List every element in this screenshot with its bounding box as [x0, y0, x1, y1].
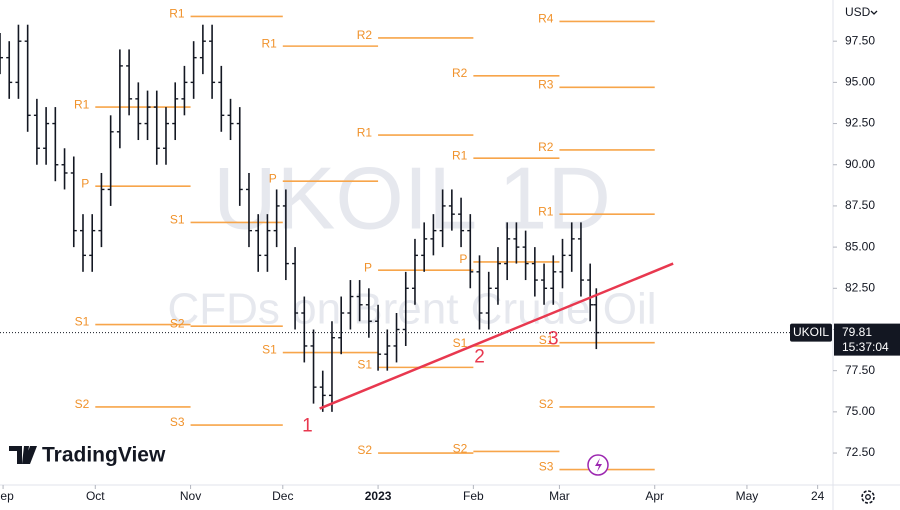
y-tick-label: 95.00 — [845, 75, 875, 89]
gear[interactable] — [861, 490, 875, 504]
pivot-label: R2 — [452, 66, 468, 80]
y-tick-label: 75.00 — [845, 404, 875, 418]
y-tick-label: 82.50 — [845, 280, 875, 294]
pivot-label: S2 — [357, 443, 372, 457]
pivot-label: P — [459, 252, 467, 266]
pivot-label: S1 — [262, 343, 277, 357]
pivot-label: P — [364, 260, 372, 274]
pivot-label: S1 — [357, 358, 372, 372]
pivot-label: S2 — [539, 397, 554, 411]
x-tick-label: Dec — [272, 489, 293, 503]
x-tick-label: Feb — [463, 489, 484, 503]
pivot-label: S2 — [170, 316, 185, 330]
x-tick-label: May — [736, 489, 759, 503]
pivot-label: S1 — [170, 213, 185, 227]
x-tick-label: Oct — [86, 489, 105, 503]
x-tick-label: Apr — [645, 489, 664, 503]
logo: TradingView — [9, 444, 166, 467]
x-tick-label: Sep — [0, 489, 14, 503]
settings[interactable] — [861, 490, 875, 504]
pivot-label: R2 — [357, 28, 373, 42]
pivot-label: R1 — [261, 36, 277, 50]
symbol-box — [790, 323, 832, 342]
pivot-label: P — [81, 176, 89, 190]
pivot-label: S3 — [170, 415, 185, 429]
countdown-label: 15:37:04 — [842, 340, 889, 354]
pivot-label: R1 — [357, 125, 373, 139]
pivot-label: R1 — [452, 148, 468, 162]
y-tick-label: 90.00 — [845, 157, 875, 171]
watermark: UKOIL 1D CFDs on Brent Crude Oil — [167, 148, 656, 333]
y-tick-label: 97.50 — [845, 33, 875, 47]
gear-center[interactable] — [865, 494, 871, 500]
watermark-title: UKOIL 1D — [213, 148, 611, 247]
pivot-label: R2 — [538, 140, 554, 154]
y-tick-label: 77.50 — [845, 363, 875, 377]
currency-chevron[interactable] — [870, 10, 878, 15]
logo-text: TradingView — [42, 444, 166, 467]
currency[interactable]: USD — [845, 5, 871, 19]
annotation: 1 — [302, 416, 313, 437]
x-tick-label: 2023 — [365, 489, 392, 503]
price-box — [834, 323, 900, 356]
pivot-label: S3 — [539, 460, 554, 474]
pivot-label: S2 — [75, 397, 90, 411]
y-tick-label: 92.50 — [845, 116, 875, 130]
x-tick-label: Nov — [180, 489, 201, 503]
y-tick-label: 85.00 — [845, 239, 875, 253]
pivot-label: R1 — [74, 97, 90, 111]
pivot-label: S2 — [453, 442, 468, 456]
event-bolt[interactable] — [595, 458, 602, 472]
x-tick-label: Mar — [549, 489, 570, 503]
pivot-label: S1 — [75, 315, 90, 329]
pivot-label: P — [269, 171, 277, 185]
x-tick-label: 24 — [811, 489, 825, 503]
symbol-label: UKOIL — [793, 325, 829, 339]
y-tick-label: 87.50 — [845, 198, 875, 212]
logo-mark — [9, 446, 37, 464]
trendline — [319, 262, 674, 410]
plot: R1 P S1 S2 R1 S1 S2 S3 R1 P S1 R2 R1 P S1 S2 R2 R1 P S1 S2 R4… — [0, 7, 833, 474]
annotation: 3 — [548, 328, 559, 349]
pivot-label: R3 — [538, 77, 554, 91]
price-label: 79.81 — [842, 325, 872, 339]
pivot-label: R1 — [538, 204, 554, 218]
pivot-label: S1 — [539, 333, 554, 347]
pivot-label: R1 — [169, 7, 185, 21]
annotation: 2 — [474, 347, 485, 368]
pivot-label: R4 — [538, 12, 554, 26]
event-icon[interactable] — [587, 454, 609, 476]
pivot-label: S1 — [453, 336, 468, 350]
y-tick-label: 72.50 — [845, 445, 875, 459]
